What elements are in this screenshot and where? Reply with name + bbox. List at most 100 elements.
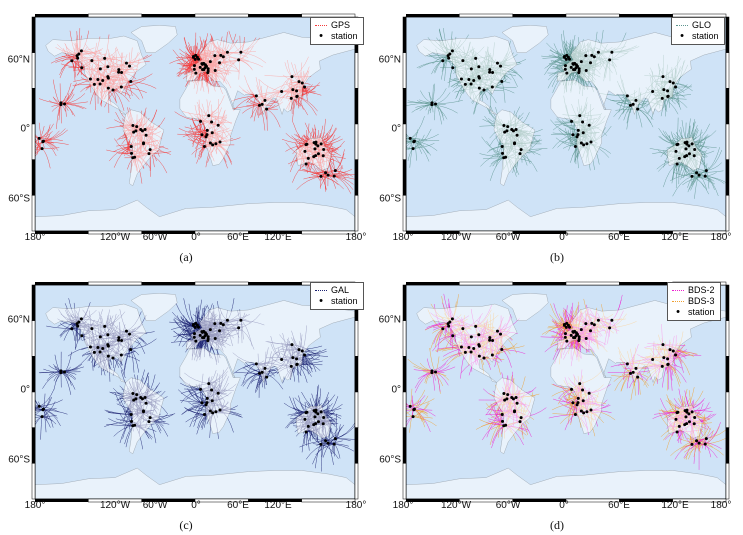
station-marker bbox=[503, 398, 507, 402]
station-marker bbox=[300, 81, 304, 85]
station-marker bbox=[503, 130, 507, 134]
station-marker bbox=[685, 422, 689, 426]
station-marker bbox=[41, 139, 45, 143]
y-tick-60s: 60°S bbox=[379, 193, 401, 205]
station-marker bbox=[477, 344, 481, 348]
station-marker bbox=[304, 162, 308, 166]
y-tick-0: 0° bbox=[391, 384, 401, 396]
station-marker bbox=[131, 392, 135, 396]
station-marker bbox=[194, 321, 198, 325]
station-marker bbox=[651, 357, 655, 361]
station-marker bbox=[610, 318, 614, 322]
station-marker bbox=[140, 397, 144, 401]
station-marker bbox=[289, 364, 293, 368]
station-marker bbox=[129, 413, 133, 417]
station-marker bbox=[514, 128, 518, 132]
land-greenland bbox=[501, 293, 549, 321]
station-marker bbox=[576, 133, 580, 137]
station-marker bbox=[589, 140, 593, 144]
station-marker bbox=[501, 151, 505, 155]
station-marker bbox=[430, 371, 434, 375]
station-marker bbox=[218, 61, 222, 65]
station-marker bbox=[587, 123, 591, 127]
station-marker bbox=[200, 133, 204, 137]
station-marker bbox=[589, 329, 593, 333]
y-tick-60n: 60°N bbox=[378, 54, 401, 66]
station-marker bbox=[80, 66, 84, 70]
station-marker bbox=[103, 324, 107, 328]
station-marker bbox=[40, 147, 44, 151]
station-marker bbox=[214, 142, 218, 146]
station-marker bbox=[77, 320, 81, 324]
station-marker bbox=[579, 328, 583, 332]
station-marker bbox=[570, 119, 574, 123]
station-marker bbox=[101, 79, 105, 83]
station-marker bbox=[205, 133, 209, 137]
station-marker bbox=[194, 53, 198, 57]
station-marker bbox=[697, 173, 701, 177]
station-marker bbox=[59, 371, 63, 375]
station-marker bbox=[666, 94, 670, 98]
station-marker bbox=[120, 338, 124, 342]
stations bbox=[408, 49, 708, 178]
station-marker bbox=[459, 77, 463, 81]
station-marker bbox=[70, 59, 74, 63]
station-marker bbox=[564, 325, 568, 329]
station-marker bbox=[140, 129, 144, 133]
legend-gps: GPS • station bbox=[310, 17, 364, 45]
station-marker bbox=[677, 156, 681, 160]
station-marker bbox=[576, 396, 580, 400]
station-marker bbox=[495, 329, 499, 333]
x-tick-180-right: 180° bbox=[345, 500, 367, 511]
station-marker bbox=[687, 152, 691, 156]
station-marker bbox=[634, 366, 638, 370]
station-marker bbox=[202, 145, 206, 149]
station-marker bbox=[193, 57, 197, 61]
legend-line-symbol bbox=[672, 301, 684, 302]
station-marker bbox=[213, 54, 217, 58]
land-north-america bbox=[416, 35, 518, 115]
legend-entry-gps: GPS bbox=[315, 20, 358, 31]
station-marker bbox=[573, 145, 577, 149]
station-marker bbox=[676, 410, 680, 414]
legend-line-symbol bbox=[315, 25, 327, 26]
station-marker bbox=[195, 323, 199, 327]
station-marker bbox=[303, 417, 307, 421]
x-tick-120e: 120°E bbox=[661, 232, 689, 243]
station-marker bbox=[319, 142, 323, 146]
station-marker bbox=[41, 407, 45, 411]
station-marker bbox=[128, 332, 132, 336]
station-marker bbox=[192, 332, 196, 336]
station-marker bbox=[106, 65, 110, 69]
station-marker bbox=[319, 410, 323, 414]
station-marker bbox=[625, 362, 629, 366]
map-svg-bds bbox=[402, 281, 730, 503]
station-marker bbox=[326, 173, 330, 177]
station-marker bbox=[135, 393, 139, 397]
station-marker bbox=[195, 55, 199, 59]
station-marker bbox=[572, 68, 576, 72]
station-marker bbox=[584, 68, 588, 72]
station-marker bbox=[661, 75, 665, 79]
station-marker bbox=[488, 70, 492, 74]
station-marker bbox=[106, 344, 110, 348]
station-marker bbox=[144, 401, 148, 405]
station-marker bbox=[199, 119, 203, 123]
station-marker bbox=[211, 411, 215, 415]
station-marker bbox=[106, 86, 110, 90]
legend-entry-bds3: BDS-3 bbox=[672, 296, 715, 307]
station-marker bbox=[690, 142, 694, 146]
panel-caption: (a) bbox=[179, 250, 193, 264]
station-marker bbox=[565, 71, 569, 75]
station-marker bbox=[332, 174, 336, 178]
y-tick-0: 0° bbox=[20, 123, 30, 135]
station-marker bbox=[314, 140, 318, 144]
station-marker bbox=[260, 370, 264, 374]
station-marker bbox=[577, 335, 581, 339]
station-marker bbox=[260, 102, 264, 106]
station-marker bbox=[142, 141, 146, 145]
x-tick-180: 180° bbox=[392, 232, 414, 243]
station-marker bbox=[218, 140, 222, 144]
station-marker bbox=[124, 329, 128, 333]
station-marker bbox=[628, 103, 632, 107]
